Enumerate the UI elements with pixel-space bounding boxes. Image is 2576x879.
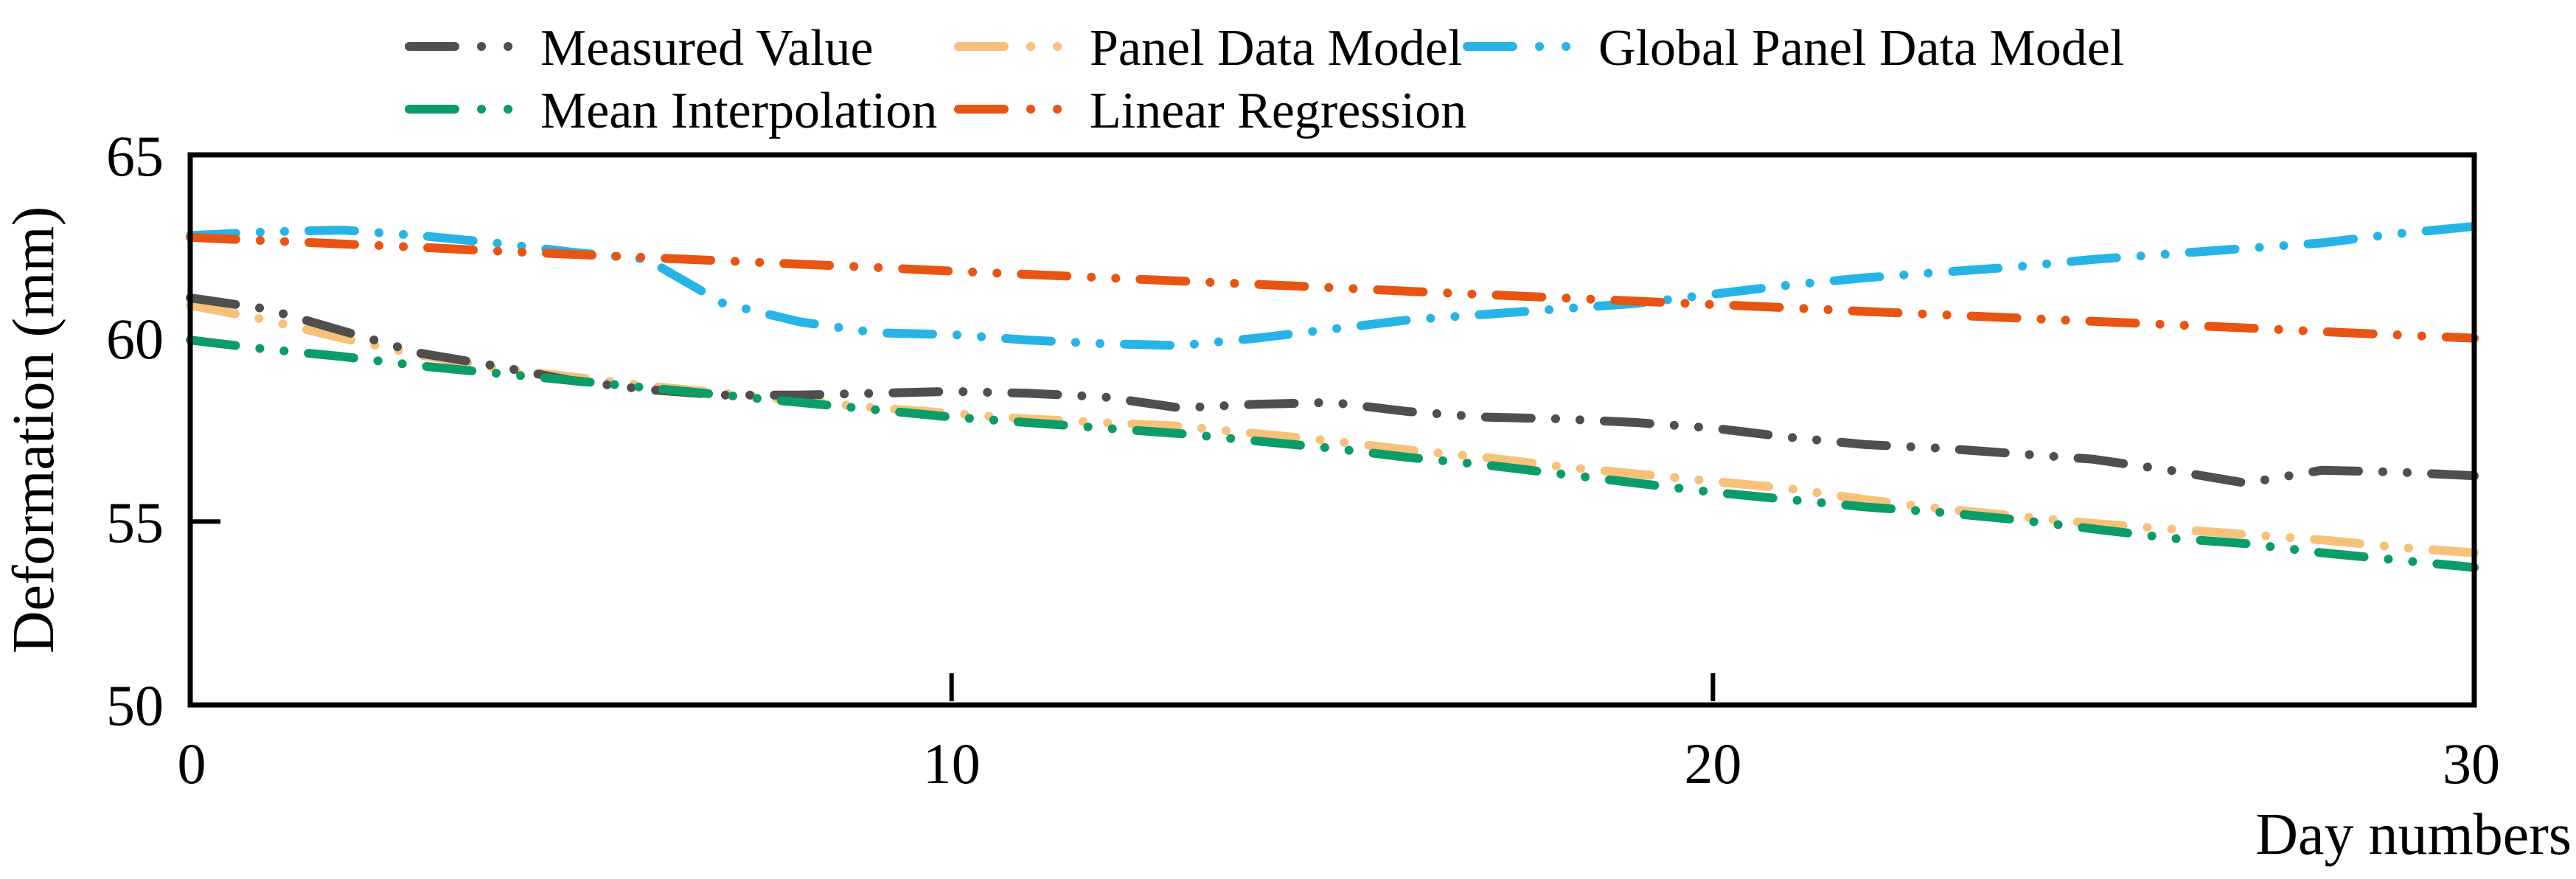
legend-label-global-panel-data-model: Global Panel Data Model	[1598, 20, 2124, 77]
y-tick-label-65: 65	[106, 124, 164, 188]
legend-label-panel-data-model: Panel Data Model	[1090, 20, 1462, 77]
series-layer	[186, 221, 2479, 572]
x-tick-label-10: 10	[923, 732, 981, 796]
y-axis-title: Deformation (mm)	[1, 206, 66, 653]
x-axis-title: Day numbers	[2255, 802, 2572, 867]
legend-item-measured-value: Measured Value	[405, 20, 874, 77]
x-axis-tick-labels: 0 10 20 30	[178, 732, 2501, 796]
legend-label-measured-value: Measured Value	[540, 20, 874, 77]
series-line-panel-data-model	[186, 300, 2479, 557]
series-line-linear-regression	[186, 232, 2479, 343]
x-tick-label-0: 0	[178, 732, 206, 796]
plot-area	[186, 152, 2479, 708]
legend-item-global-panel-data-model: Global Panel Data Model	[1463, 20, 2124, 77]
series-line-mean-interpolation	[186, 336, 2479, 572]
legend: Measured Value Panel Data Model Global P…	[405, 20, 2124, 139]
y-tick-label-50: 50	[106, 673, 164, 737]
y-tick-label-60: 60	[106, 307, 164, 371]
plot-border	[187, 152, 2477, 708]
y-tick-label-55: 55	[106, 490, 164, 555]
legend-item-linear-regression: Linear Regression	[954, 83, 1466, 139]
legend-label-linear-regression: Linear Regression	[1090, 83, 1466, 139]
x-tick-label-30: 30	[2443, 732, 2500, 796]
legend-item-mean-interpolation: Mean Interpolation	[405, 83, 937, 139]
y-axis-tick-labels: 65 60 55 50	[106, 124, 164, 737]
legend-item-panel-data-model: Panel Data Model	[954, 20, 1462, 77]
x-tick-label-20: 20	[1684, 732, 1741, 796]
legend-label-mean-interpolation: Mean Interpolation	[540, 83, 937, 139]
